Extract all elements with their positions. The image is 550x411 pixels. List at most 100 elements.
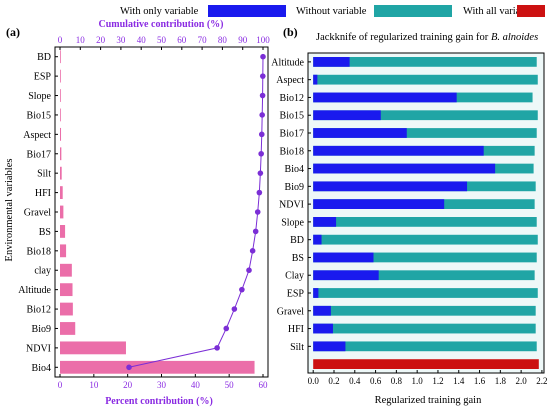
cumulative-point-bio4 [126,364,132,371]
y-label-bio15: Bio15 [27,110,51,121]
bar-slope [60,89,61,102]
legend-label-all: With all variables [463,6,537,17]
y-label-bd: BD [290,235,304,246]
y-label-bio17: Bio17 [27,149,51,160]
cumulative-point-ndvi [214,345,220,351]
top-tick-label-40: 40 [137,35,147,45]
x-tick-label-2.0: 2.0 [516,376,528,386]
bar-only-altitude [313,57,350,67]
panel-a-x-axis-title: Percent contribution (%) [105,396,213,407]
x-tick-label-0.2: 0.2 [328,376,339,386]
bar-only-aspect [313,74,318,85]
panel-b-frame [307,52,545,374]
y-label-bio17: Bio17 [280,129,304,140]
y-label-altitude: Altitude [18,285,51,296]
x-tick-label-1.0: 1.0 [412,376,424,386]
bar-without-gravel [313,305,536,316]
y-label-bio12: Bio12 [280,93,304,104]
y-label-bs: BS [39,227,51,238]
panel-a-y-tick-labels: BD ESP Slope Bio15 Aspect Bio17 Silt HFI Gravel B… [18,52,58,374]
cumulative-point-aspect [258,131,265,138]
bar-bio12 [60,302,73,316]
top-tick-label-0: 0 [58,35,63,45]
cumulative-point-bs [252,228,259,235]
panel-a-bars [60,50,255,374]
legend-swatch-only [208,5,286,17]
y-label-esp: ESP [34,72,52,83]
bar-only-silt [313,341,346,352]
cumulative-line [128,56,264,368]
legend: With only variable Without variable With… [120,5,545,17]
bar-only-bio12 [313,92,457,103]
y-label-altitude: Altitude [271,57,304,68]
bar-without-altitude [313,57,537,67]
bar-only-ndvi [313,199,445,209]
y-label-hfi: HFI [288,324,304,335]
bar-hfi [60,186,63,199]
panel-a-top-ticks: 0 10 20 30 40 50 60 70 80 90 100 [58,35,270,50]
y-label-bio9: Bio9 [32,324,51,335]
top-tick-label-20: 20 [96,35,106,45]
bar-esp [60,69,61,83]
bar-without-esp [313,288,538,298]
panel-a-cumulative-line [126,53,266,371]
cumulative-point-clay [246,267,252,274]
top-tick-label-60: 60 [177,35,187,45]
x-tick-label-0.8: 0.8 [391,376,403,386]
y-label-slope: Slope [281,217,304,228]
cumulative-point-bd [260,53,266,60]
bar-all-variables [313,359,539,369]
y-label-clay: Clay [285,271,304,282]
legend-label-only: With only variable [120,6,199,17]
bar-without-clay [313,270,535,281]
y-label-ndvi: NDVI [26,343,51,354]
y-label-bio9: Bio9 [285,182,304,193]
cumulative-point-bio17 [258,150,264,157]
x-tick-label-0.4: 0.4 [349,376,361,386]
x-tick-label-30: 30 [157,380,167,390]
panel-a-frame [54,46,269,378]
bar-only-hfi [313,323,333,334]
panel-a-bottom-ticks: 0 10 20 30 40 50 60 [58,374,268,390]
panel-b-grid [308,53,544,373]
bar-clay [60,263,72,277]
x-tick-label-50: 50 [225,380,235,390]
bar-without-slope [313,217,537,227]
panel-b-x-axis-title: Regularized training gain [375,395,482,406]
legend-swatch-all [517,5,545,17]
bar-bio15 [60,108,61,122]
bar-only-esp [313,288,319,298]
bar-without-bio17 [313,128,537,138]
y-label-slope: Slope [28,91,51,102]
y-label-gravel: Gravel [277,306,304,317]
bar-silt [60,166,62,180]
cumulative-point-esp [259,73,266,79]
top-tick-label-90: 90 [238,35,248,45]
y-label-clay: clay [34,266,51,277]
bar-bio17 [60,147,62,161]
panel-b-title: Jackknife of regularized training gain f… [316,32,538,43]
bar-ndvi [60,341,126,355]
bar-bs [60,225,66,238]
cumulative-point-silt [257,170,264,176]
y-label-gravel: Gravel [24,208,51,219]
bar-only-bio15 [313,110,381,121]
cumulative-point-hfi [256,189,263,196]
bar-without-bio15 [313,110,538,121]
bar-only-bs [313,252,374,263]
bar-only-bio4 [313,163,496,174]
panel-b-title-species: B. alnoides [491,32,538,43]
x-tick-label-1.8: 1.8 [495,376,507,386]
bar-without-bs [313,252,537,263]
y-label-hfi: HFI [35,188,51,199]
bar-altitude [60,283,73,297]
plot-background [308,53,544,373]
x-tick-label-0.6: 0.6 [370,376,382,386]
legend-swatch-without [374,5,452,17]
y-label-bio18: Bio18 [27,246,51,257]
x-tick-label-20: 20 [123,380,133,390]
legend-label-without: Without variable [296,6,367,17]
bar-only-slope [313,217,337,227]
panel-b-title-prefix: Jackknife of regularized training gain f… [316,32,491,43]
